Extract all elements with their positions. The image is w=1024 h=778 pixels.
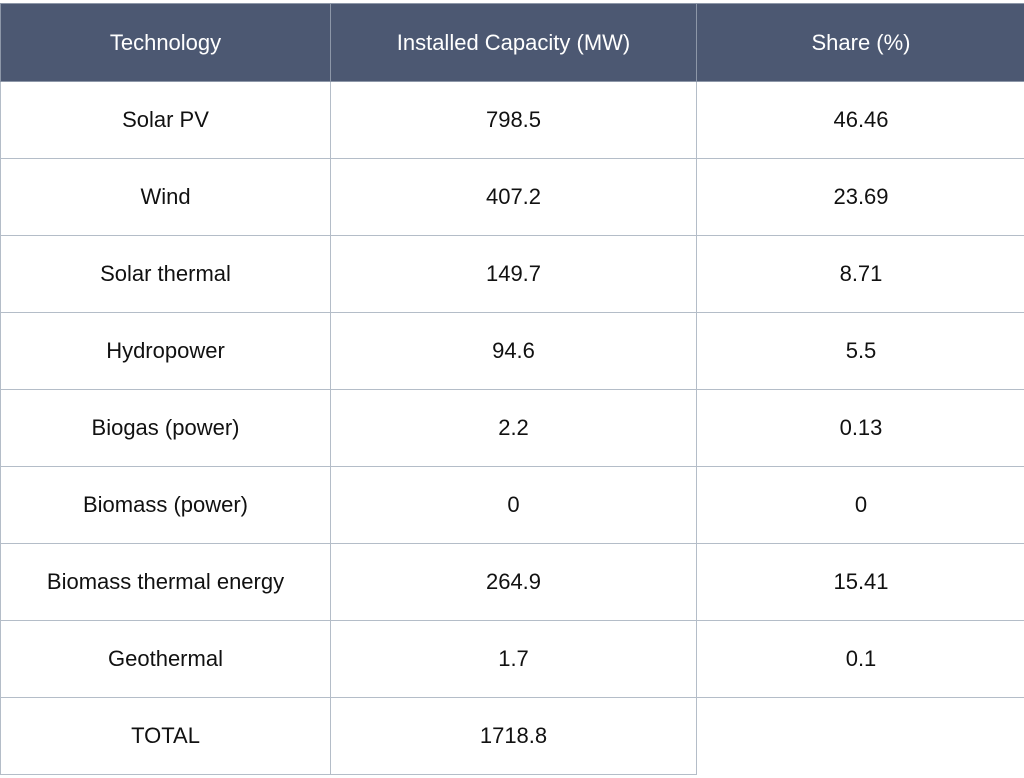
table-header: Technology Installed Capacity (MW) Share… <box>0 3 1024 82</box>
share-cell: 23.69 <box>696 158 1024 236</box>
column-header-technology: Technology <box>0 3 331 82</box>
capacity-cell: 407.2 <box>330 158 697 236</box>
technology-cell: Solar thermal <box>0 235 331 313</box>
table-body: Solar PV 798.5 46.46 Wind 407.2 23.69 So… <box>0 81 1024 775</box>
table-row: Biomass thermal energy 264.9 15.41 <box>0 543 1024 621</box>
capacity-cell: 798.5 <box>330 81 697 159</box>
share-cell: 0 <box>696 466 1024 544</box>
table-row: Solar PV 798.5 46.46 <box>0 81 1024 159</box>
capacity-cell: 264.9 <box>330 543 697 621</box>
share-cell: 0.13 <box>696 389 1024 467</box>
table-row: Biogas (power) 2.2 0.13 <box>0 389 1024 467</box>
total-label-cell: TOTAL <box>0 697 331 775</box>
share-cell: 46.46 <box>696 81 1024 159</box>
capacity-cell: 94.6 <box>330 312 697 390</box>
technology-cell: Biomass (power) <box>0 466 331 544</box>
share-cell: 15.41 <box>696 543 1024 621</box>
capacity-cell: 2.2 <box>330 389 697 467</box>
technology-cell: Biogas (power) <box>0 389 331 467</box>
capacity-table-container: Technology Installed Capacity (MW) Share… <box>0 3 1024 775</box>
column-header-share: Share (%) <box>696 3 1024 82</box>
capacity-table: Technology Installed Capacity (MW) Share… <box>0 3 1024 775</box>
technology-cell: Biomass thermal energy <box>0 543 331 621</box>
capacity-cell: 0 <box>330 466 697 544</box>
table-row: Wind 407.2 23.69 <box>0 158 1024 236</box>
column-header-capacity: Installed Capacity (MW) <box>330 3 697 82</box>
technology-cell: Geothermal <box>0 620 331 698</box>
header-row: Technology Installed Capacity (MW) Share… <box>0 3 1024 82</box>
technology-cell: Hydropower <box>0 312 331 390</box>
table-row: Solar thermal 149.7 8.71 <box>0 235 1024 313</box>
table-row: Hydropower 94.6 5.5 <box>0 312 1024 390</box>
top-margin <box>0 0 1024 3</box>
capacity-cell: 1.7 <box>330 620 697 698</box>
technology-cell: Solar PV <box>0 81 331 159</box>
share-cell: 8.71 <box>696 235 1024 313</box>
table-row: Biomass (power) 0 0 <box>0 466 1024 544</box>
table-row: Geothermal 1.7 0.1 <box>0 620 1024 698</box>
capacity-cell: 149.7 <box>330 235 697 313</box>
total-capacity-cell: 1718.8 <box>330 697 697 775</box>
share-cell: 5.5 <box>696 312 1024 390</box>
total-share-cell <box>696 697 1024 775</box>
technology-cell: Wind <box>0 158 331 236</box>
total-row: TOTAL 1718.8 <box>0 697 1024 775</box>
share-cell: 0.1 <box>696 620 1024 698</box>
